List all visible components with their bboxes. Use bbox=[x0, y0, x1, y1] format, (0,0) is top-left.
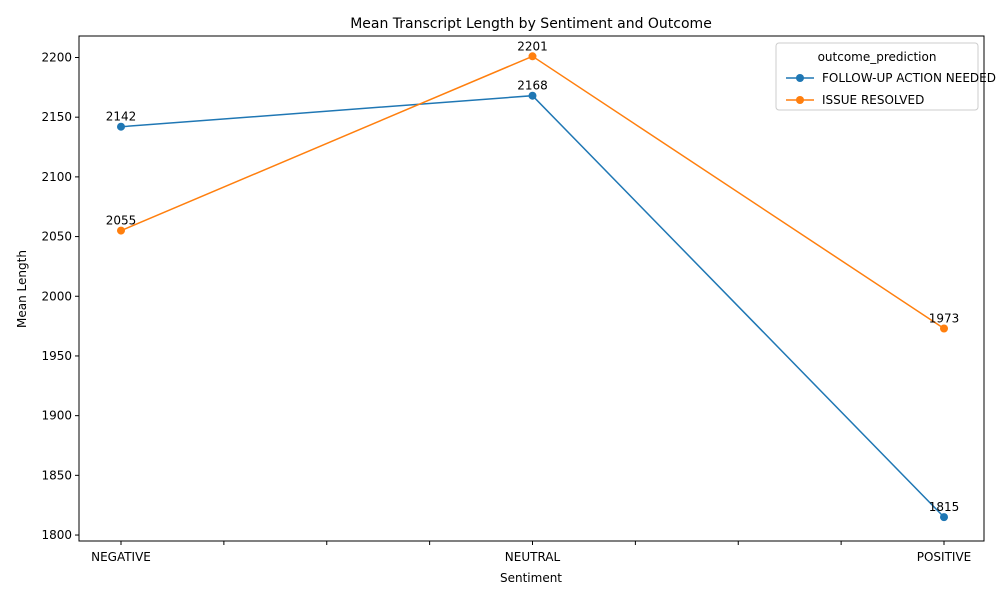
legend: outcome_prediction FOLLOW-UP ACTION NEED… bbox=[775, 42, 996, 111]
data-point bbox=[528, 52, 537, 61]
x-tick-label: NEUTRAL bbox=[505, 550, 561, 564]
legend-marker bbox=[796, 96, 804, 104]
y-tick-label: 1900 bbox=[41, 409, 72, 423]
x-tick-label: POSITIVE bbox=[917, 550, 972, 564]
legend-label: FOLLOW-UP ACTION NEEDED bbox=[822, 71, 996, 85]
y-tick-label: 2100 bbox=[41, 170, 72, 184]
y-tick-label: 2200 bbox=[41, 50, 72, 64]
data-point bbox=[940, 513, 948, 522]
y-axis-label: Mean Length bbox=[15, 250, 29, 328]
x-axis: NEGATIVE NEUTRAL POSITIVE bbox=[91, 541, 971, 564]
y-tick-label: 2150 bbox=[41, 110, 72, 124]
legend-items: FOLLOW-UP ACTION NEEDED ISSUE RESOLVED bbox=[786, 71, 996, 107]
legend-label: ISSUE RESOLVED bbox=[822, 93, 924, 107]
x-tick-label: NEGATIVE bbox=[91, 550, 151, 564]
data-label: 1815 bbox=[929, 500, 960, 514]
series-line-0 bbox=[120, 94, 945, 518]
chart-title: Mean Transcript Length by Sentiment and … bbox=[350, 16, 712, 32]
legend-title: outcome_prediction bbox=[818, 50, 937, 64]
series-layer bbox=[117, 52, 948, 522]
y-tick-label: 2050 bbox=[41, 230, 72, 244]
y-tick-label: 1950 bbox=[41, 349, 72, 363]
legend-box bbox=[775, 42, 979, 111]
y-tick-label: 2000 bbox=[41, 289, 72, 303]
data-label: 1973 bbox=[929, 311, 960, 325]
data-label: 2142 bbox=[106, 110, 137, 124]
data-labels-layer: 2142 2168 1815 2055 2201 1973 bbox=[106, 39, 960, 514]
data-label: 2168 bbox=[517, 79, 548, 93]
y-tick-label: 1800 bbox=[41, 528, 72, 542]
data-point bbox=[528, 91, 537, 100]
data-label: 2055 bbox=[106, 214, 137, 228]
y-axis: 1800 1850 1900 1950 2000 2050 2100 2150 2200 bbox=[41, 50, 79, 542]
legend-marker bbox=[796, 74, 804, 82]
data-point bbox=[117, 226, 125, 235]
x-axis-label: Sentiment bbox=[500, 571, 562, 585]
y-tick-label: 1850 bbox=[41, 468, 72, 482]
data-label: 2201 bbox=[517, 39, 548, 53]
data-point bbox=[117, 122, 125, 131]
data-point bbox=[940, 324, 948, 333]
plot-area-frame bbox=[78, 35, 985, 542]
